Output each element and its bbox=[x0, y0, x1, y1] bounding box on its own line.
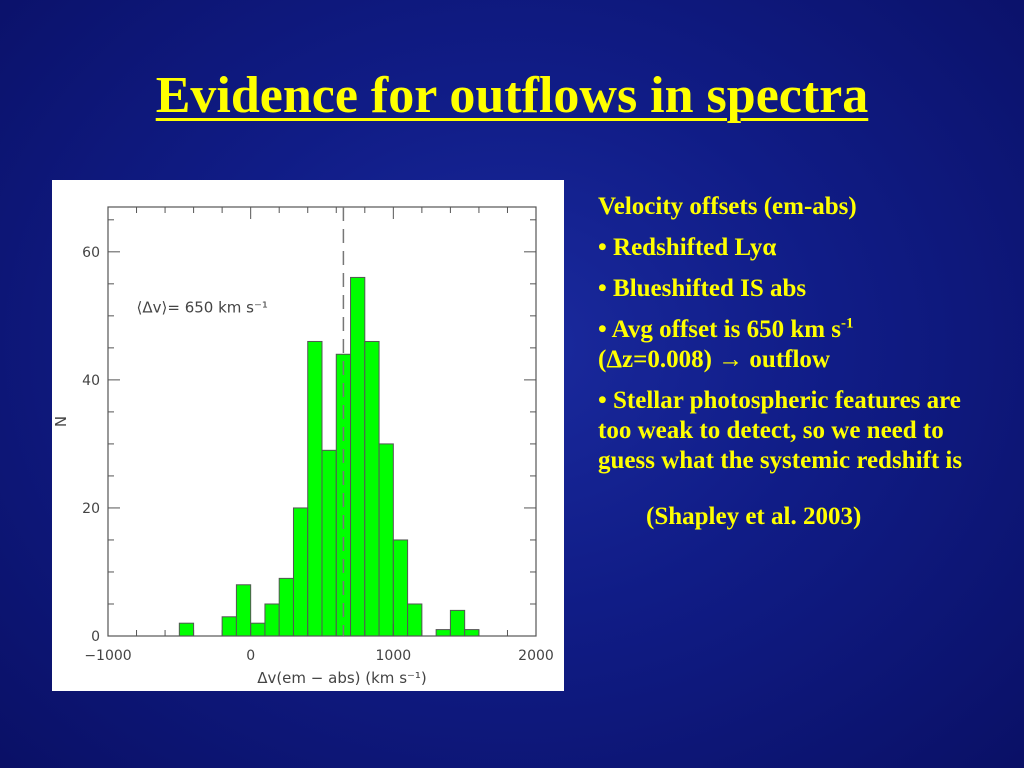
bullet-text-line2: (Δz=0.008) → outflow bbox=[598, 346, 830, 373]
histogram-bar bbox=[235, 584, 252, 637]
y-tick-label: 60 bbox=[82, 245, 100, 261]
histogram-bar bbox=[278, 577, 294, 637]
mean-annotation: ⟨Δv⟩= 650 km s⁻¹ bbox=[137, 299, 268, 317]
histogram-chart: −1000 0 1000 2000 0 20 40 60 ⟨Δv⟩= 650 km s⁻¹ Δ… bbox=[52, 206, 554, 687]
histogram-bar bbox=[392, 539, 409, 637]
citation: (Shapley et al. 2003) bbox=[646, 503, 862, 530]
y-tick-label: 40 bbox=[82, 373, 100, 389]
y-axis-label: N bbox=[52, 416, 70, 427]
bullet-redshifted: • Redshifted Lyα bbox=[598, 233, 998, 263]
panel-heading: Velocity offsets (em-abs) bbox=[598, 193, 857, 220]
x-tick-label: 0 bbox=[246, 648, 255, 664]
bullet-avg-offset: • Avg offset is 650 km s-1 (Δz=0.008) → … bbox=[598, 315, 998, 375]
bullet-stellar: • Stellar photospheric features are too … bbox=[598, 386, 998, 476]
histogram-bar bbox=[449, 609, 466, 637]
bullet-marker: • bbox=[598, 316, 607, 343]
x-tick-label: 2000 bbox=[518, 648, 554, 664]
histogram-bar bbox=[292, 507, 309, 637]
plot-frame bbox=[107, 206, 537, 637]
x-axis-label: Δv(em − abs) (km s⁻¹) bbox=[257, 669, 427, 687]
x-tick-label: 1000 bbox=[376, 648, 412, 664]
histogram-bar bbox=[250, 622, 266, 637]
bullet-text: Stellar photospheric features are too we… bbox=[598, 387, 963, 474]
histogram-bar bbox=[221, 616, 237, 637]
bullet-marker: • bbox=[598, 234, 607, 261]
bullet-marker: • bbox=[598, 275, 607, 302]
x-tick-label: −1000 bbox=[84, 648, 131, 664]
histogram-bar bbox=[178, 622, 195, 637]
histogram-figure: −1000 0 1000 2000 0 20 40 60 ⟨Δv⟩= 650 km s⁻¹ Δ… bbox=[52, 180, 564, 691]
histogram-bar bbox=[464, 629, 480, 637]
y-tick-label: 20 bbox=[82, 501, 100, 517]
bullet-text: Blueshifted IS abs bbox=[613, 275, 807, 302]
histogram-bar bbox=[364, 340, 380, 637]
histogram-bar bbox=[264, 603, 280, 637]
bullet-text: Avg offset is 650 km s bbox=[611, 316, 842, 343]
superscript: -1 bbox=[841, 315, 854, 332]
bullet-text: Redshifted Lyα bbox=[613, 234, 777, 261]
histogram-bar bbox=[350, 276, 366, 637]
histogram-bar bbox=[407, 603, 423, 637]
y-tick-label: 0 bbox=[91, 629, 100, 645]
histogram-bar bbox=[321, 449, 337, 637]
histogram-bar bbox=[307, 340, 323, 637]
histogram-bar bbox=[378, 443, 394, 637]
bullet-marker: • bbox=[598, 387, 607, 414]
slide-title: Evidence for outflows in spectra bbox=[155, 67, 869, 124]
bullet-blueshifted: • Blueshifted IS abs bbox=[598, 274, 998, 304]
histogram-bar bbox=[435, 629, 451, 637]
text-panel: Velocity offsets (em-abs) • Redshifted L… bbox=[598, 192, 998, 543]
